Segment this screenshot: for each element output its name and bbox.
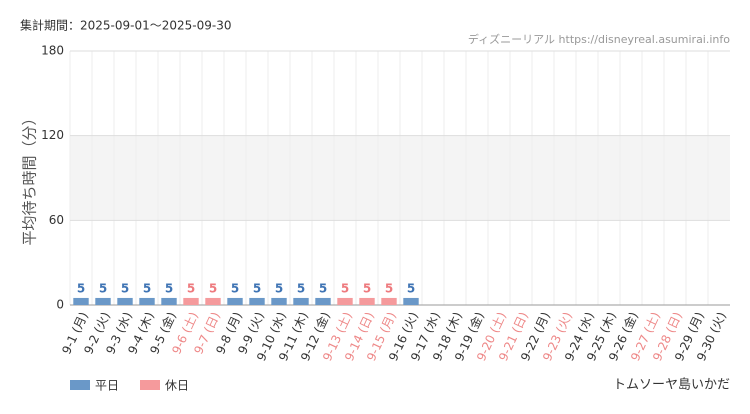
bar bbox=[139, 297, 155, 305]
bar bbox=[73, 297, 89, 305]
y-tick-label: 60 bbox=[49, 213, 64, 227]
y-tick-label: 120 bbox=[41, 128, 64, 142]
bar bbox=[359, 297, 375, 305]
bar bbox=[95, 297, 111, 305]
value-label: 5 bbox=[187, 281, 195, 295]
bar bbox=[117, 297, 133, 305]
legend-swatch bbox=[140, 380, 160, 390]
value-label: 5 bbox=[231, 281, 239, 295]
value-label: 5 bbox=[363, 281, 371, 295]
value-label: 5 bbox=[297, 281, 305, 295]
value-label: 5 bbox=[209, 281, 217, 295]
value-label: 5 bbox=[319, 281, 327, 295]
value-label: 5 bbox=[341, 281, 349, 295]
bar bbox=[315, 297, 331, 305]
value-label: 5 bbox=[275, 281, 283, 295]
y-tick-label: 180 bbox=[41, 44, 64, 58]
value-label: 5 bbox=[165, 281, 173, 295]
value-label: 5 bbox=[143, 281, 151, 295]
bar bbox=[205, 297, 221, 305]
y-axis-label: 平均待ち時間（分） bbox=[21, 110, 39, 245]
legend-label: 休日 bbox=[165, 379, 189, 393]
value-label: 5 bbox=[121, 281, 129, 295]
value-label: 5 bbox=[253, 281, 261, 295]
bar bbox=[183, 297, 199, 305]
bar bbox=[271, 297, 287, 305]
value-label: 5 bbox=[77, 281, 85, 295]
source: ディズニーリアル https://disneyreal.asumirai.inf… bbox=[468, 32, 730, 46]
bar bbox=[227, 297, 243, 305]
legend-label: 平日 bbox=[95, 379, 119, 393]
bar bbox=[249, 297, 265, 305]
y-tick-label: 0 bbox=[56, 298, 64, 312]
bar bbox=[293, 297, 309, 305]
value-label: 5 bbox=[99, 281, 107, 295]
bar bbox=[381, 297, 397, 305]
bar bbox=[403, 297, 419, 305]
bar bbox=[161, 297, 177, 305]
legend-swatch bbox=[70, 380, 90, 390]
attraction: トムソーヤ島いかだ bbox=[613, 378, 730, 393]
bar bbox=[337, 297, 353, 305]
value-label: 5 bbox=[385, 281, 393, 295]
value-label: 5 bbox=[407, 281, 415, 295]
period: 集計期間：2025-09-01～2025-09-30 bbox=[20, 18, 231, 33]
